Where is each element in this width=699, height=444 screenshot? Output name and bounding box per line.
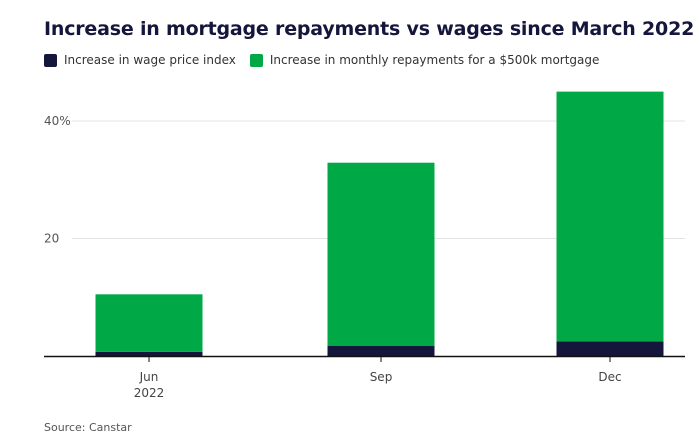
x-tick-sublabel-0: 2022 (134, 386, 165, 400)
chart-title: Increase in mortgage repayments vs wages… (44, 18, 695, 40)
legend: Increase in wage price index Increase in… (44, 53, 599, 67)
bar-repayments-2 (556, 91, 664, 342)
bar-wage-0 (95, 351, 203, 356)
y-tick-label-1: 40% (44, 114, 71, 128)
bar-repayments-1 (327, 162, 435, 347)
x-tick-label-1: Sep (370, 370, 393, 384)
bar-repayments-0 (95, 294, 203, 352)
bar-wage-1 (327, 346, 435, 356)
legend-item-wage: Increase in wage price index (44, 53, 236, 67)
x-tick-label-2: Dec (598, 370, 621, 384)
legend-item-repayments: Increase in monthly repayments for a $50… (249, 53, 600, 67)
x-tick-label-0: Jun (139, 370, 159, 384)
legend-swatch-repayments (249, 53, 263, 67)
source-note: Source: Canstar (44, 421, 132, 434)
legend-label-repayments: Increase in monthly repayments for a $50… (269, 53, 600, 67)
bar-wage-2 (556, 341, 664, 356)
legend-swatch-wage (44, 53, 57, 67)
legend-label-wage: Increase in wage price index (64, 53, 236, 67)
y-tick-label-0: 20 (44, 232, 59, 246)
